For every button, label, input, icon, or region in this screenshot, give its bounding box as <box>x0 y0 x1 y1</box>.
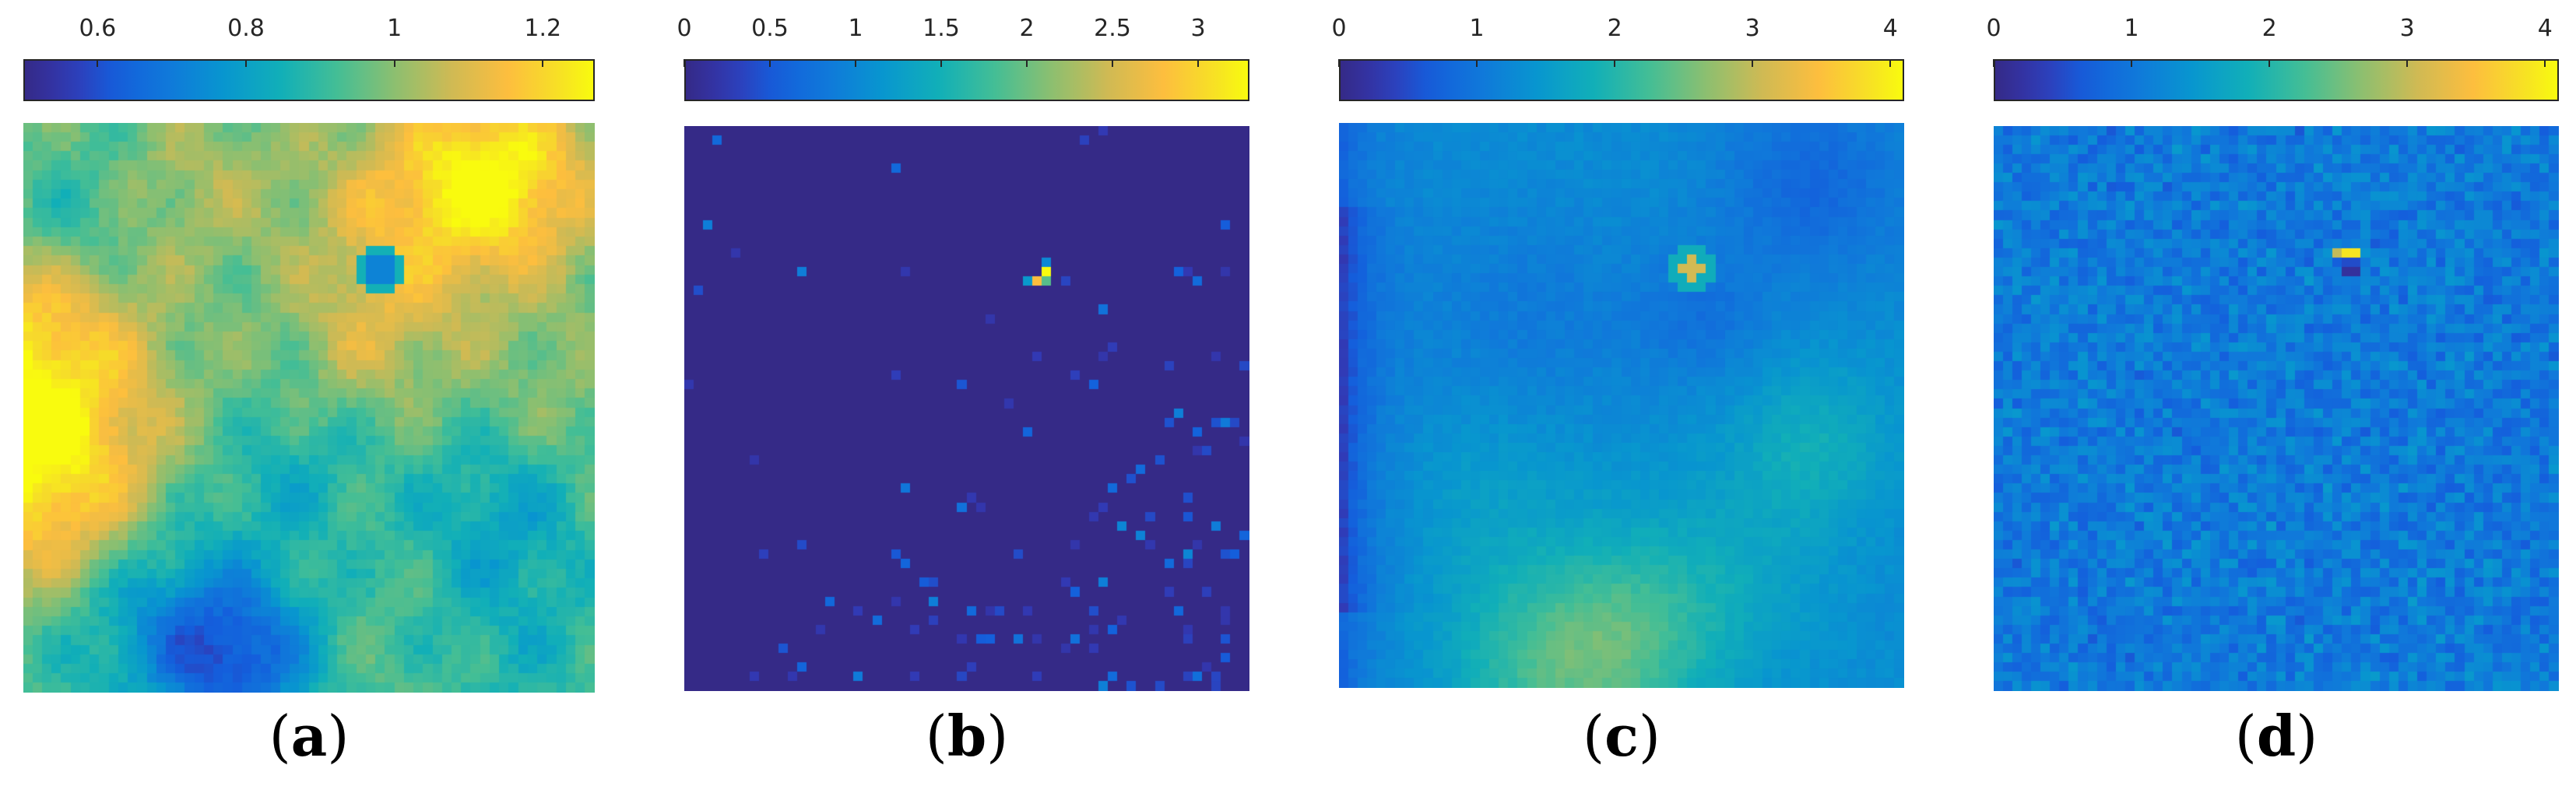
colorbar-tick <box>684 59 685 67</box>
colorbar-tick-label: 2 <box>1607 15 1622 42</box>
heatmap-image <box>23 123 595 693</box>
colorbar-tick <box>1112 59 1113 67</box>
colorbar-tick-label: 4 <box>2537 15 2553 42</box>
colorbar <box>684 59 1249 101</box>
colorbar-tick-label: 1 <box>848 15 863 42</box>
colorbar-tick <box>1476 59 1478 67</box>
heatmap-image <box>1994 126 2559 691</box>
colorbar-tick-label: 3 <box>1190 15 1206 42</box>
colorbar-tick-label: 0 <box>1986 15 2001 42</box>
panel-d: 0 1 2 3 4 (d) <box>1986 0 2570 807</box>
heatmap-image <box>684 126 1249 691</box>
colorbar-tick-label: 2 <box>1019 15 1035 42</box>
colorbar <box>1339 59 1904 101</box>
colorbar-tick <box>1026 59 1028 67</box>
colorbar-tick-label: 1.2 <box>524 15 562 42</box>
colorbar-tick <box>2131 59 2133 67</box>
colorbar-tick <box>1338 59 1340 67</box>
panel-c: 0 1 2 3 4 (c) <box>1331 0 1915 807</box>
panel-b: 0 0.5 1 1.5 2 2.5 3 (b) <box>677 0 1260 807</box>
panel-caption: (b) <box>925 703 1009 769</box>
colorbar-tick <box>244 59 247 67</box>
colorbar-tick-label: 1 <box>2124 15 2139 42</box>
panel-caption: (d) <box>2234 703 2318 769</box>
colorbar-tick <box>1993 59 1994 67</box>
colorbar-tick-label: 0.6 <box>79 15 117 42</box>
colorbar-tick-label: 1.5 <box>923 15 960 42</box>
colorbar-tick-label: 2 <box>2261 15 2277 42</box>
colorbar-tick <box>97 59 99 67</box>
colorbar-tick <box>855 59 856 67</box>
colorbar-tick-label: 3 <box>1745 15 1760 42</box>
colorbar-tick <box>2406 59 2409 67</box>
colorbar-tick <box>393 59 395 67</box>
colorbar-tick-label: 1 <box>387 15 402 42</box>
heatmap-image <box>1339 123 1904 688</box>
colorbar-tick <box>940 59 942 67</box>
colorbar-tick-label: 0.8 <box>227 15 265 42</box>
colorbar-tick-label: 3 <box>2399 15 2415 42</box>
panel-a: 0.6 0.8 1 1.2 (a) <box>23 0 599 807</box>
colorbar-tick <box>1889 59 1892 67</box>
colorbar <box>23 59 595 101</box>
colorbar-tick-label: 0.5 <box>751 15 789 42</box>
colorbar-tick <box>1614 59 1616 67</box>
colorbar-tick <box>2544 59 2546 67</box>
colorbar-tick <box>1752 59 1754 67</box>
colorbar <box>1994 59 2559 101</box>
colorbar-tick-label: 0 <box>677 15 692 42</box>
colorbar-tick-label: 1 <box>1469 15 1485 42</box>
panel-caption: (a) <box>269 703 350 769</box>
colorbar-tick-label: 0 <box>1331 15 1347 42</box>
colorbar-tick-label: 2.5 <box>1094 15 1131 42</box>
colorbar-tick-label: 4 <box>1882 15 1898 42</box>
panel-caption: (c) <box>1582 703 1661 769</box>
colorbar-tick <box>769 59 771 67</box>
colorbar-tick <box>542 59 544 67</box>
colorbar-tick <box>2268 59 2271 67</box>
colorbar-tick <box>1197 59 1199 67</box>
